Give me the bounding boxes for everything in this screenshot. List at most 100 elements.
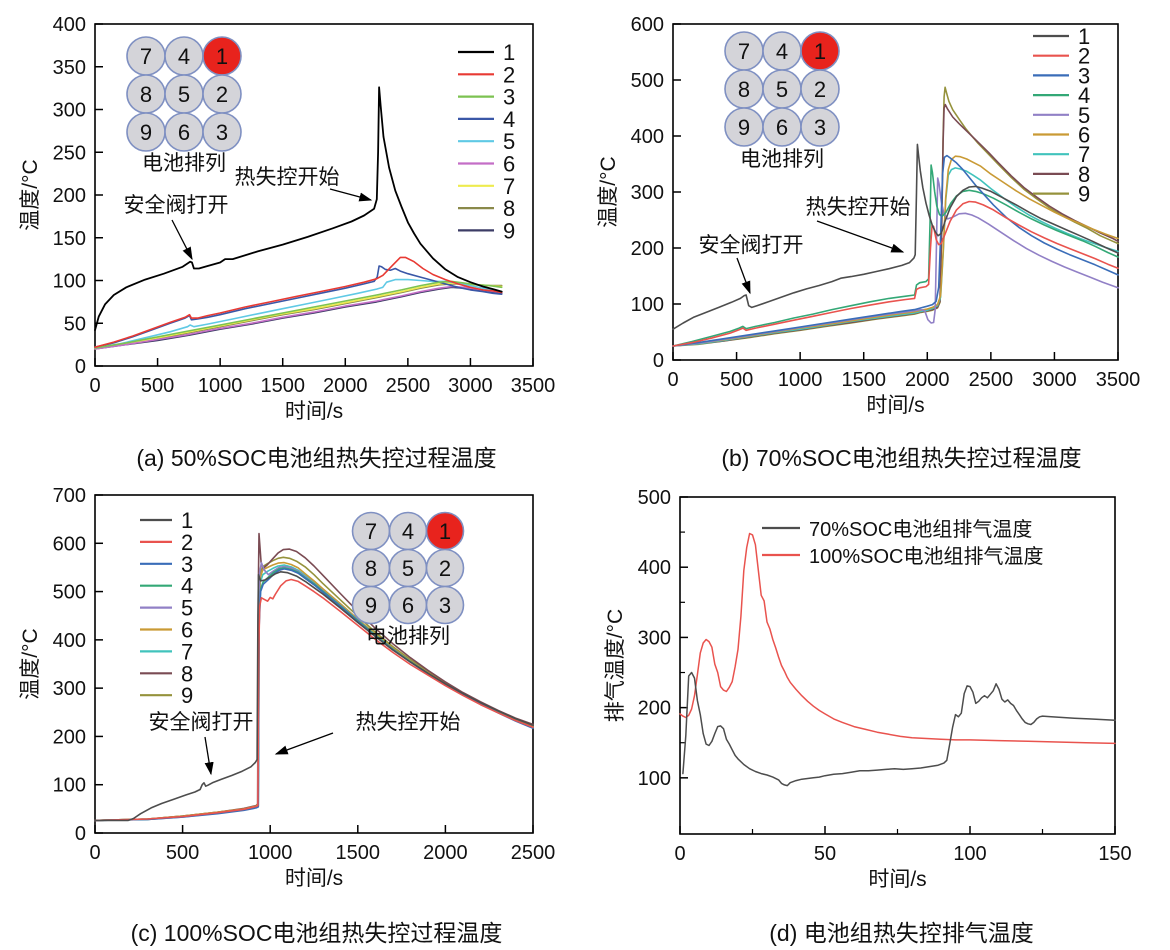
series-line-2 <box>94 256 503 349</box>
svg-text:0: 0 <box>653 350 664 372</box>
svg-text:400: 400 <box>53 14 86 36</box>
panel-c: 0 500 1000 1500 2000 2500 0 100 200 300 400 500 600 7… <box>0 475 585 950</box>
svg-text:5: 5 <box>178 82 190 107</box>
svg-text:0: 0 <box>89 842 100 864</box>
svg-text:300: 300 <box>631 182 664 204</box>
svg-text:100%SOC电池组排气温度: 100%SOC电池组排气温度 <box>809 545 1044 568</box>
svg-text:5: 5 <box>181 596 193 621</box>
svg-text:400: 400 <box>53 630 86 652</box>
svg-text:8: 8 <box>365 556 377 581</box>
series-line-6 <box>672 155 1119 347</box>
svg-text:500: 500 <box>141 375 174 397</box>
svg-text:70%SOC电池组排气温度: 70%SOC电池组排气温度 <box>809 518 1032 541</box>
svg-text:500: 500 <box>166 842 199 864</box>
svg-text:5: 5 <box>1078 103 1090 128</box>
svg-text:9: 9 <box>181 683 193 708</box>
svg-text:2000: 2000 <box>323 375 368 397</box>
panel-a-caption: (a) 50%SOC电池组热失控过程温度 <box>136 445 497 471</box>
svg-text:3500: 3500 <box>511 375 556 397</box>
svg-text:1: 1 <box>439 519 451 544</box>
series-line-70%SOC电池组排气温度 <box>682 671 1116 787</box>
svg-text:1000: 1000 <box>778 369 823 391</box>
axes: 0 500 1000 1500 2000 2500 3000 3500 0 50 100 150 200… <box>19 14 555 423</box>
svg-text:3: 3 <box>1078 63 1090 88</box>
svg-text:9: 9 <box>365 593 377 618</box>
svg-text:500: 500 <box>638 487 671 509</box>
series-line-100%SOC电池组排气温度 <box>679 532 1116 745</box>
legend: 70%SOC电池组排气温度 100%SOC电池组排气温度 <box>762 518 1044 568</box>
svg-text:6: 6 <box>776 115 788 140</box>
svg-text:热失控开始: 热失控开始 <box>806 196 911 219</box>
svg-text:4: 4 <box>503 107 515 132</box>
svg-text:时间/s: 时间/s <box>285 867 343 890</box>
svg-text:3: 3 <box>439 593 451 618</box>
series-line-3 <box>672 154 1119 347</box>
series-line-2 <box>94 578 534 822</box>
svg-text:6: 6 <box>1078 123 1090 148</box>
svg-text:3: 3 <box>814 115 826 140</box>
svg-text:7: 7 <box>503 174 515 199</box>
svg-text:4: 4 <box>1078 83 1090 108</box>
svg-text:100: 100 <box>638 768 671 790</box>
series <box>672 86 1119 347</box>
svg-text:2: 2 <box>181 530 193 555</box>
svg-text:5: 5 <box>503 129 515 154</box>
series <box>94 532 534 822</box>
svg-text:7: 7 <box>140 44 152 69</box>
battery-inset-label: 电池排列 <box>740 148 824 171</box>
svg-text:1500: 1500 <box>336 842 381 864</box>
svg-text:3500: 3500 <box>1096 369 1141 391</box>
svg-text:3: 3 <box>216 120 228 145</box>
svg-text:温度/°C: 温度/°C <box>19 628 42 699</box>
svg-text:1500: 1500 <box>260 375 305 397</box>
annotation-0: 安全阀打开 <box>699 234 804 295</box>
svg-text:2: 2 <box>814 77 826 102</box>
svg-text:200: 200 <box>631 238 664 260</box>
svg-text:5: 5 <box>776 77 788 102</box>
svg-text:4: 4 <box>776 39 788 64</box>
panel-d-chart: 0 50 100 150 100 200 300 400 500 时间/s 排气温度/°C 70%SO… <box>604 487 1132 891</box>
svg-text:0: 0 <box>75 356 86 378</box>
svg-text:150: 150 <box>53 228 86 250</box>
svg-text:4: 4 <box>178 44 190 69</box>
svg-text:7: 7 <box>738 39 750 64</box>
svg-text:1: 1 <box>814 39 826 64</box>
panel-c-chart: 0 500 1000 1500 2000 2500 0 100 200 300 400 500 600 7… <box>19 485 555 890</box>
svg-text:200: 200 <box>53 726 86 748</box>
svg-text:1500: 1500 <box>841 369 886 391</box>
svg-text:6: 6 <box>402 593 414 618</box>
svg-text:7: 7 <box>1078 142 1090 167</box>
svg-text:6: 6 <box>178 120 190 145</box>
axes: 0 500 1000 1500 2000 2500 3000 3500010020030040… <box>597 14 1140 417</box>
svg-text:6: 6 <box>503 152 515 177</box>
svg-text:2000: 2000 <box>423 842 468 864</box>
svg-text:1: 1 <box>181 508 193 533</box>
svg-text:350: 350 <box>53 57 86 79</box>
svg-text:8: 8 <box>140 82 152 107</box>
svg-text:2: 2 <box>439 556 451 581</box>
svg-text:300: 300 <box>638 627 671 649</box>
svg-text:安全阀打开: 安全阀打开 <box>124 194 229 217</box>
annotation-0: 安全阀打开 <box>149 711 254 776</box>
series-line-8 <box>94 532 534 822</box>
svg-text:时间/s: 时间/s <box>868 868 926 891</box>
annotation-0: 安全阀打开 <box>124 194 229 261</box>
svg-text:200: 200 <box>53 185 86 207</box>
svg-text:50: 50 <box>64 313 86 335</box>
svg-text:100: 100 <box>53 775 86 797</box>
svg-text:4: 4 <box>181 574 193 599</box>
svg-text:200: 200 <box>638 698 671 720</box>
battery-cell-3 <box>202 112 242 152</box>
battery-inset-label: 电池排列 <box>142 152 226 175</box>
series-line-3 <box>94 280 503 349</box>
svg-text:安全阀打开: 安全阀打开 <box>699 234 804 257</box>
svg-text:300: 300 <box>53 100 86 122</box>
panel-b: 0 500 1000 1500 2000 2500 3000 3500 0 100 200 300 40… <box>585 0 1170 475</box>
panel-d-caption: (d) 电池组热失控排气温度 <box>769 920 1034 946</box>
svg-text:1: 1 <box>503 40 515 65</box>
